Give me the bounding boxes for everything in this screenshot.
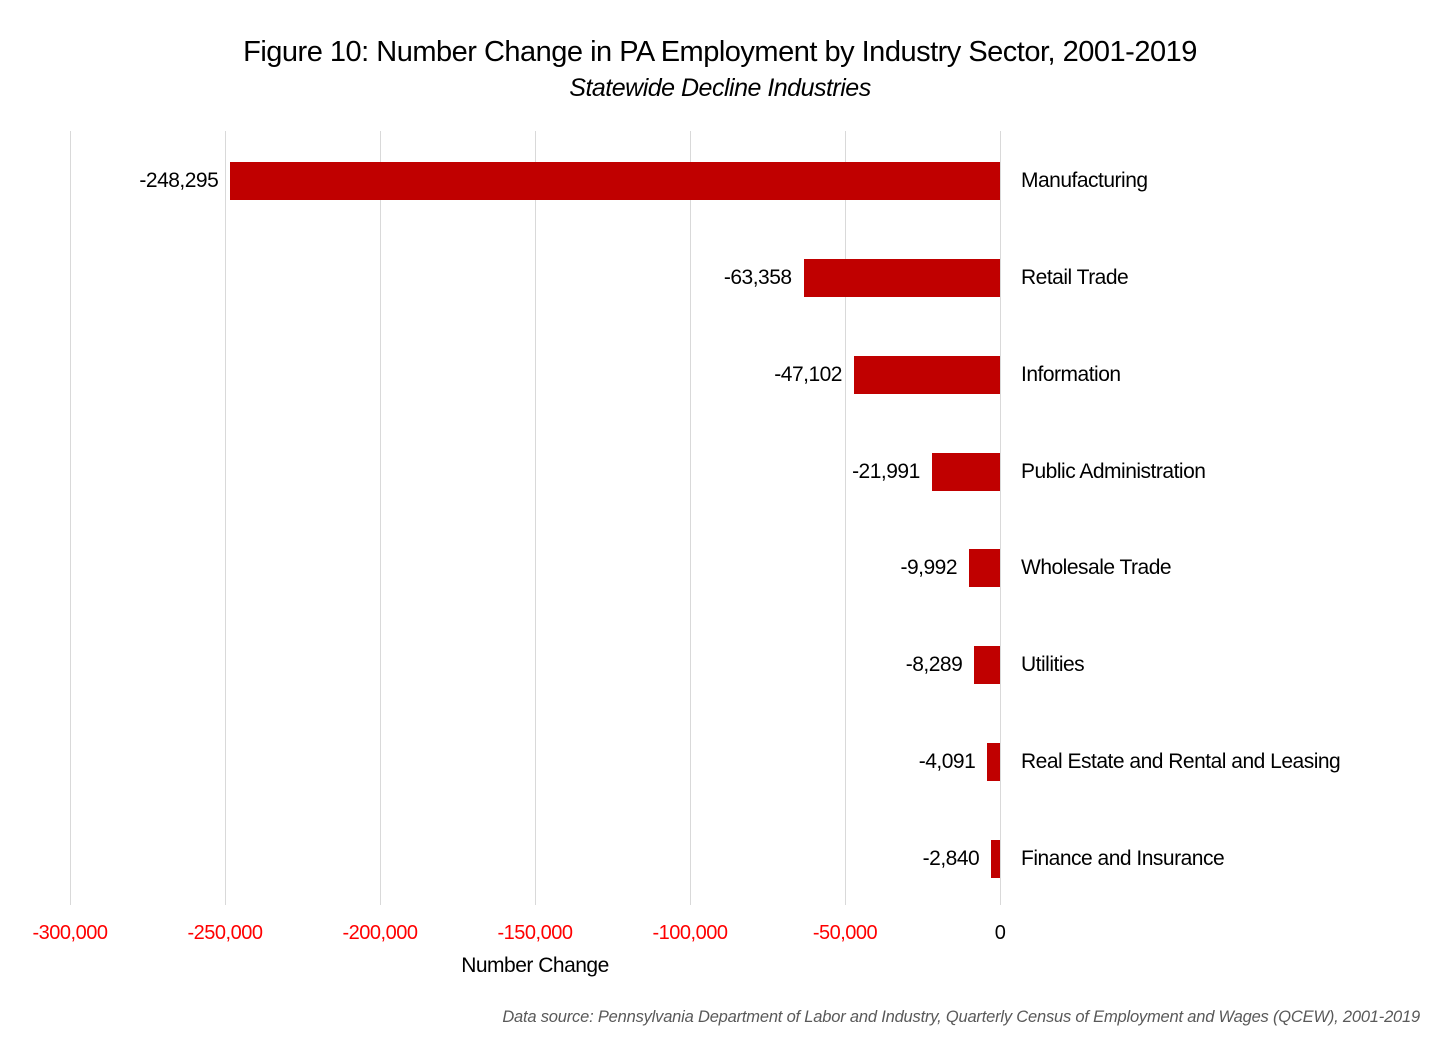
bar-value-label: -2,840 (922, 846, 980, 870)
bar (969, 549, 1000, 588)
bar-value-label: -21,991 (852, 459, 920, 483)
chart-subtitle: Statewide Decline Industries (569, 74, 871, 102)
category-label: Real Estate and Rental and Leasing (1021, 749, 1341, 773)
gridline (690, 131, 691, 905)
category-label: Utilities (1021, 653, 1085, 677)
bar (854, 355, 1000, 394)
chart-title: Figure 10: Number Change in PA Employmen… (243, 36, 1197, 68)
category-label: Information (1021, 362, 1121, 386)
x-tick-label: -200,000 (342, 922, 418, 944)
gridline (845, 131, 846, 905)
x-tick-label: -250,000 (187, 922, 263, 944)
x-tick-label: -50,000 (812, 922, 878, 944)
gridline (1000, 131, 1001, 905)
bar (974, 646, 1000, 685)
gridline (225, 131, 226, 905)
gridline (70, 131, 71, 905)
bar-value-label: -47,102 (774, 362, 842, 386)
bar (230, 162, 1000, 201)
bar-value-label: -4,091 (918, 749, 976, 773)
x-tick-label: -100,000 (652, 922, 728, 944)
x-tick-label: 0 (994, 922, 1006, 944)
bar (931, 452, 1000, 491)
bar-value-label: -9,992 (900, 556, 957, 580)
x-axis-title: Number Change (461, 954, 609, 977)
bar (987, 742, 1000, 781)
category-label: Wholesale Trade (1021, 556, 1172, 580)
category-label: Finance and Insurance (1021, 846, 1225, 870)
gridline (380, 131, 381, 905)
x-tick-label: -300,000 (32, 922, 108, 944)
category-label: Public Administration (1021, 459, 1206, 483)
bar-value-label: -8,289 (905, 653, 963, 677)
bar-value-label: -63,358 (723, 266, 792, 290)
category-label: Manufacturing (1021, 169, 1148, 193)
x-tick-label: -150,000 (497, 922, 573, 944)
bar (803, 259, 1000, 298)
gridline (535, 131, 536, 905)
category-label: Retail Trade (1021, 266, 1129, 290)
bar (991, 839, 1000, 878)
source-note: Data source: Pennsylvania Department of … (502, 1008, 1420, 1026)
bar-value-label: -248,295 (139, 169, 219, 193)
